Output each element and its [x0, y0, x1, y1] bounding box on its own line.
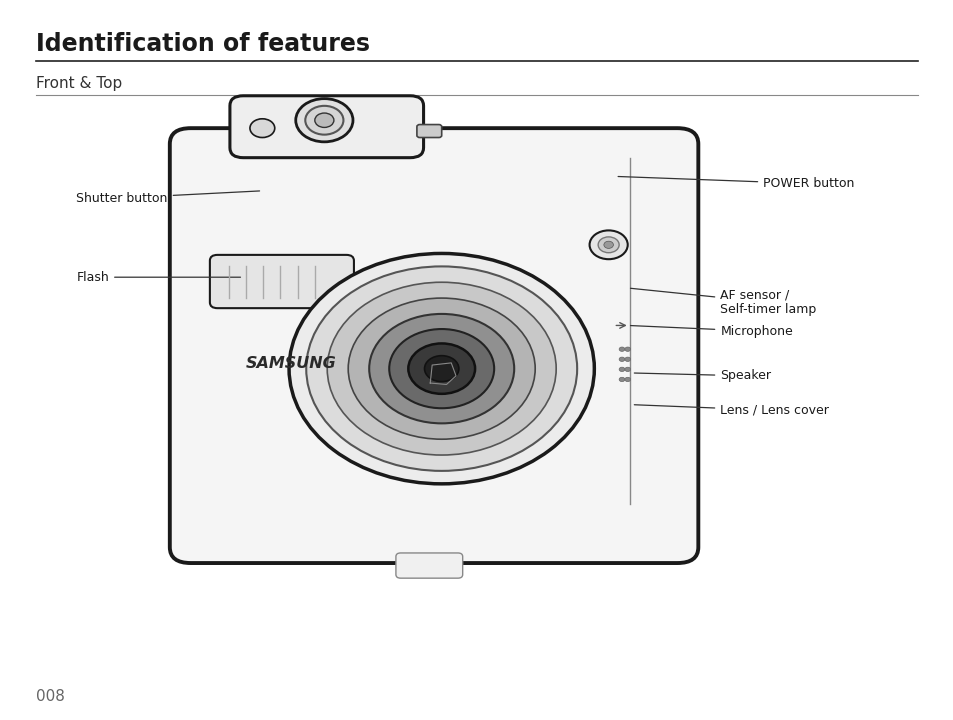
Text: Microphone: Microphone: [630, 325, 792, 338]
Circle shape: [618, 357, 624, 361]
Circle shape: [618, 377, 624, 382]
Circle shape: [424, 356, 458, 382]
Text: AF sensor /
Self-timer lamp: AF sensor / Self-timer lamp: [630, 288, 816, 316]
Circle shape: [624, 357, 630, 361]
Circle shape: [348, 298, 535, 439]
FancyBboxPatch shape: [416, 125, 441, 138]
Text: POWER button: POWER button: [618, 176, 854, 190]
Circle shape: [618, 347, 624, 351]
Circle shape: [589, 230, 627, 259]
Circle shape: [327, 282, 556, 455]
Circle shape: [295, 99, 353, 142]
Text: SAMSUNG: SAMSUNG: [245, 356, 336, 371]
Text: Flash: Flash: [76, 271, 240, 284]
Circle shape: [624, 367, 630, 372]
Text: 008: 008: [36, 689, 65, 704]
Circle shape: [314, 113, 334, 127]
Circle shape: [408, 343, 475, 394]
FancyBboxPatch shape: [395, 553, 462, 578]
Circle shape: [289, 253, 594, 484]
FancyBboxPatch shape: [210, 255, 354, 308]
Circle shape: [603, 241, 613, 248]
Text: Speaker: Speaker: [634, 369, 770, 382]
Circle shape: [305, 106, 343, 135]
Text: Front & Top: Front & Top: [36, 76, 122, 91]
FancyBboxPatch shape: [170, 128, 698, 563]
Circle shape: [598, 237, 618, 253]
Circle shape: [306, 266, 577, 471]
Text: Shutter button: Shutter button: [76, 191, 259, 204]
Text: Identification of features: Identification of features: [36, 32, 370, 56]
Text: Lens / Lens cover: Lens / Lens cover: [634, 404, 828, 417]
Circle shape: [250, 119, 274, 138]
Circle shape: [389, 329, 494, 408]
Circle shape: [369, 314, 514, 423]
Circle shape: [624, 377, 630, 382]
Circle shape: [624, 347, 630, 351]
FancyBboxPatch shape: [230, 96, 423, 158]
Circle shape: [618, 367, 624, 372]
